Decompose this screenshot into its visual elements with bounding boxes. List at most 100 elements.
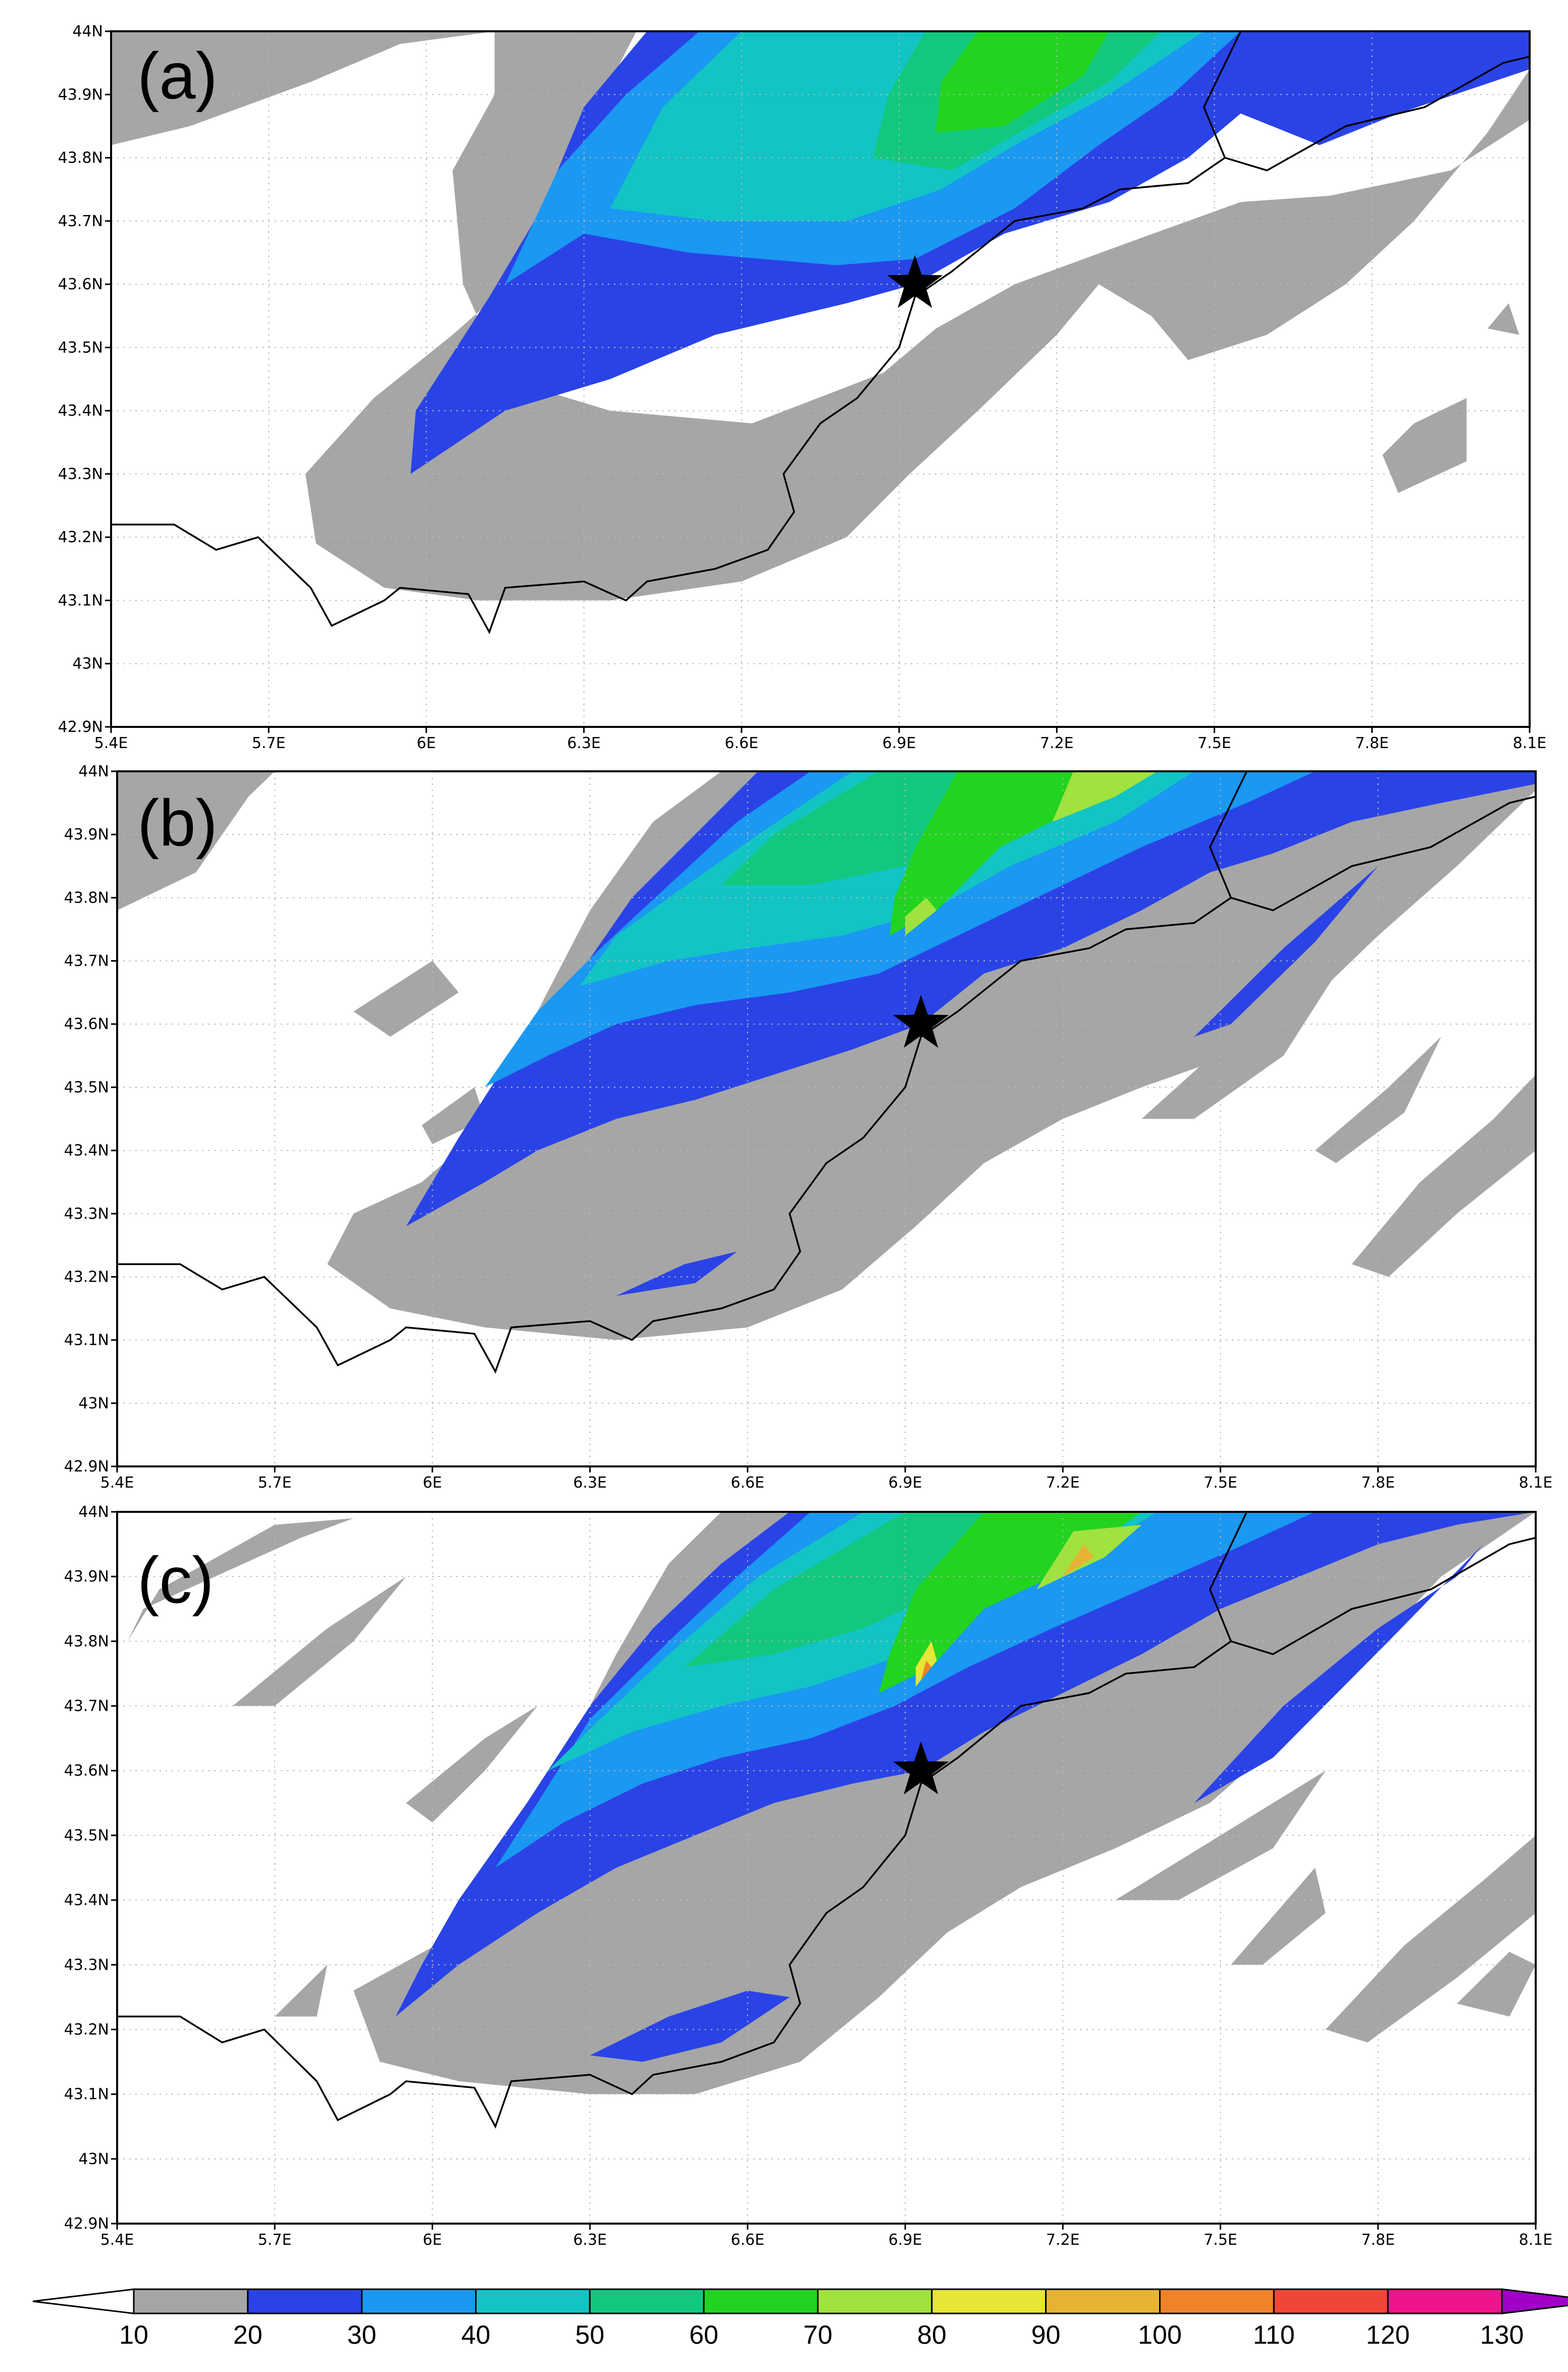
colorbar-label: 90 <box>1031 2321 1061 2350</box>
lat-tick-label: 43N <box>78 1395 109 1412</box>
lat-tick-label: 43.3N <box>64 1956 109 1974</box>
lat-tick-label: 43.9N <box>64 826 109 844</box>
colorbar-swatch <box>361 2288 477 2314</box>
lat-tick-label: 43.6N <box>58 276 103 293</box>
map-frame <box>116 1511 1537 2225</box>
colorbar-swatch <box>589 2288 705 2314</box>
colorbar-label: 60 <box>689 2321 718 2350</box>
coastline <box>117 1537 1536 2129</box>
colorbar-label: 30 <box>347 2321 377 2350</box>
lon-tick-label: 6E <box>423 1474 442 1492</box>
lat-tick-label: 43N <box>78 2150 109 2168</box>
lon-tick-label: 6.9E <box>882 734 916 752</box>
contour-region <box>1141 973 1336 1119</box>
lat-tick-label: 43.8N <box>64 889 109 907</box>
grid-lines <box>111 31 1530 727</box>
contour-layer <box>117 771 1536 1466</box>
lat-tick-label: 43.9N <box>64 1568 109 1586</box>
colorbar: 10 20 30 40 50 60 70 80 90 100 110 120 130 <box>32 2288 1568 2350</box>
colorbar-swatch <box>475 2288 591 2314</box>
contour-region <box>117 771 275 911</box>
map-frame <box>110 30 1531 728</box>
lon-tick-label: 6E <box>416 734 436 752</box>
panel-a: 44N 43.9N 43.8N 43.7N 43.6N 43.5N 43.4N 43.3N 43… <box>0 0 1568 757</box>
lon-tick-label: 7.2E <box>1046 2231 1080 2249</box>
colorbar-label: 80 <box>917 2321 947 2350</box>
contour-region <box>1487 303 1520 335</box>
contour-region <box>1063 1544 1094 1577</box>
colorbar-label: 50 <box>575 2321 604 2350</box>
star-marker-icon <box>887 255 943 308</box>
contour-region <box>889 771 1142 936</box>
lon-tick-label: 6.9E <box>888 2231 922 2249</box>
lon-tick-label: 6.3E <box>567 734 601 752</box>
lat-tick-label: 43.3N <box>64 1205 109 1223</box>
colorbar-label: 130 <box>1480 2321 1524 2350</box>
lat-tick-label: 43.9N <box>58 86 103 103</box>
country-border <box>1203 31 1242 159</box>
contour-region <box>495 1512 1315 1868</box>
colorbar-label: 20 <box>233 2321 263 2350</box>
country-border <box>1209 1512 1248 1642</box>
lon-tick-label: 5.7E <box>258 1474 292 1492</box>
lon-tick-label: 8.1E <box>1519 2231 1553 2249</box>
lat-tick-label: 43.2N <box>58 529 103 546</box>
contour-region <box>590 1990 790 2062</box>
lat-tick-label: 43.8N <box>58 149 103 167</box>
contour-layer <box>111 31 1530 727</box>
colorbar-swatch <box>247 2288 363 2314</box>
contour-region <box>353 961 459 1037</box>
colorbar-swatch <box>703 2288 819 2314</box>
panel-label-b: (b) <box>137 786 218 860</box>
grid-lines <box>117 1512 1536 2224</box>
lat-tick-label: 43.3N <box>58 465 103 483</box>
lon-tick-label: 7.5E <box>1204 2231 1237 2249</box>
lat-tick-label: 44N <box>72 23 103 40</box>
contour-region <box>275 1965 328 2017</box>
colorbar-swatch <box>1045 2288 1161 2314</box>
contour-layer <box>117 1512 1536 2224</box>
map-c-svg: 44N 43.9N 43.8N 43.7N 43.6N 43.5N 43.4N 43.3N 43… <box>64 1504 1553 2249</box>
lat-tick-label: 43N <box>72 655 103 673</box>
contour-region <box>111 31 1530 601</box>
lon-tick-label: 7.2E <box>1046 1474 1080 1492</box>
lon-tick-label: 7.8E <box>1355 734 1389 752</box>
lat-tick-label: 44N <box>78 763 109 780</box>
contour-region <box>1052 771 1158 822</box>
lon-tick-label: 6E <box>423 2231 442 2249</box>
colorbar-swatch <box>1159 2288 1275 2314</box>
lon-tick-label: 8.1E <box>1519 1474 1553 1492</box>
lat-tick-label: 43.1N <box>64 1332 109 1349</box>
colorbar-left-arrow <box>32 2288 135 2314</box>
panel-label-c: (c) <box>137 1543 214 1617</box>
lon-tick-label: 6.6E <box>731 1474 765 1492</box>
lon-tick-label: 5.7E <box>258 2231 292 2249</box>
colorbar-swatch <box>133 2288 249 2314</box>
lat-tick-label: 43.7N <box>58 213 103 230</box>
star-marker-icon <box>893 994 949 1048</box>
lon-tick-label: 7.5E <box>1204 1474 1237 1492</box>
lat-tick-label: 44N <box>78 1504 109 1521</box>
lat-tick-label: 43.5N <box>64 1079 109 1096</box>
lon-tick-label: 5.4E <box>100 2231 134 2249</box>
lon-tick-label: 6.6E <box>725 734 759 752</box>
lat-tick-label: 43.6N <box>64 1016 109 1033</box>
lon-tick-label: 7.8E <box>1361 2231 1395 2249</box>
lat-tick-label: 43.2N <box>64 2021 109 2038</box>
map-b-svg: 44N 43.9N 43.8N 43.7N 43.6N 43.5N 43.4N 43.3N 43… <box>64 763 1553 1492</box>
lon-tick-label: 8.1E <box>1513 734 1547 752</box>
contour-region <box>406 1706 538 1823</box>
country-border <box>1209 771 1248 899</box>
lon-tick-label: 6.9E <box>888 1474 922 1492</box>
star-marker-icon <box>893 1741 949 1795</box>
map-a-svg: 44N 43.9N 43.8N 43.7N 43.6N 43.5N 43.4N 43.3N 43… <box>58 23 1547 752</box>
colorbar-swatch <box>817 2288 933 2314</box>
lat-tick-label: 43.5N <box>58 339 103 356</box>
contour-region <box>1456 1952 1536 2017</box>
coastline <box>117 796 1536 1374</box>
contour-region <box>1115 1770 1326 1901</box>
colorbar-label: 40 <box>461 2321 491 2350</box>
colorbar-swatch <box>931 2288 1047 2314</box>
colorbar-label: 70 <box>803 2321 832 2350</box>
lon-tick-label: 5.7E <box>252 734 286 752</box>
